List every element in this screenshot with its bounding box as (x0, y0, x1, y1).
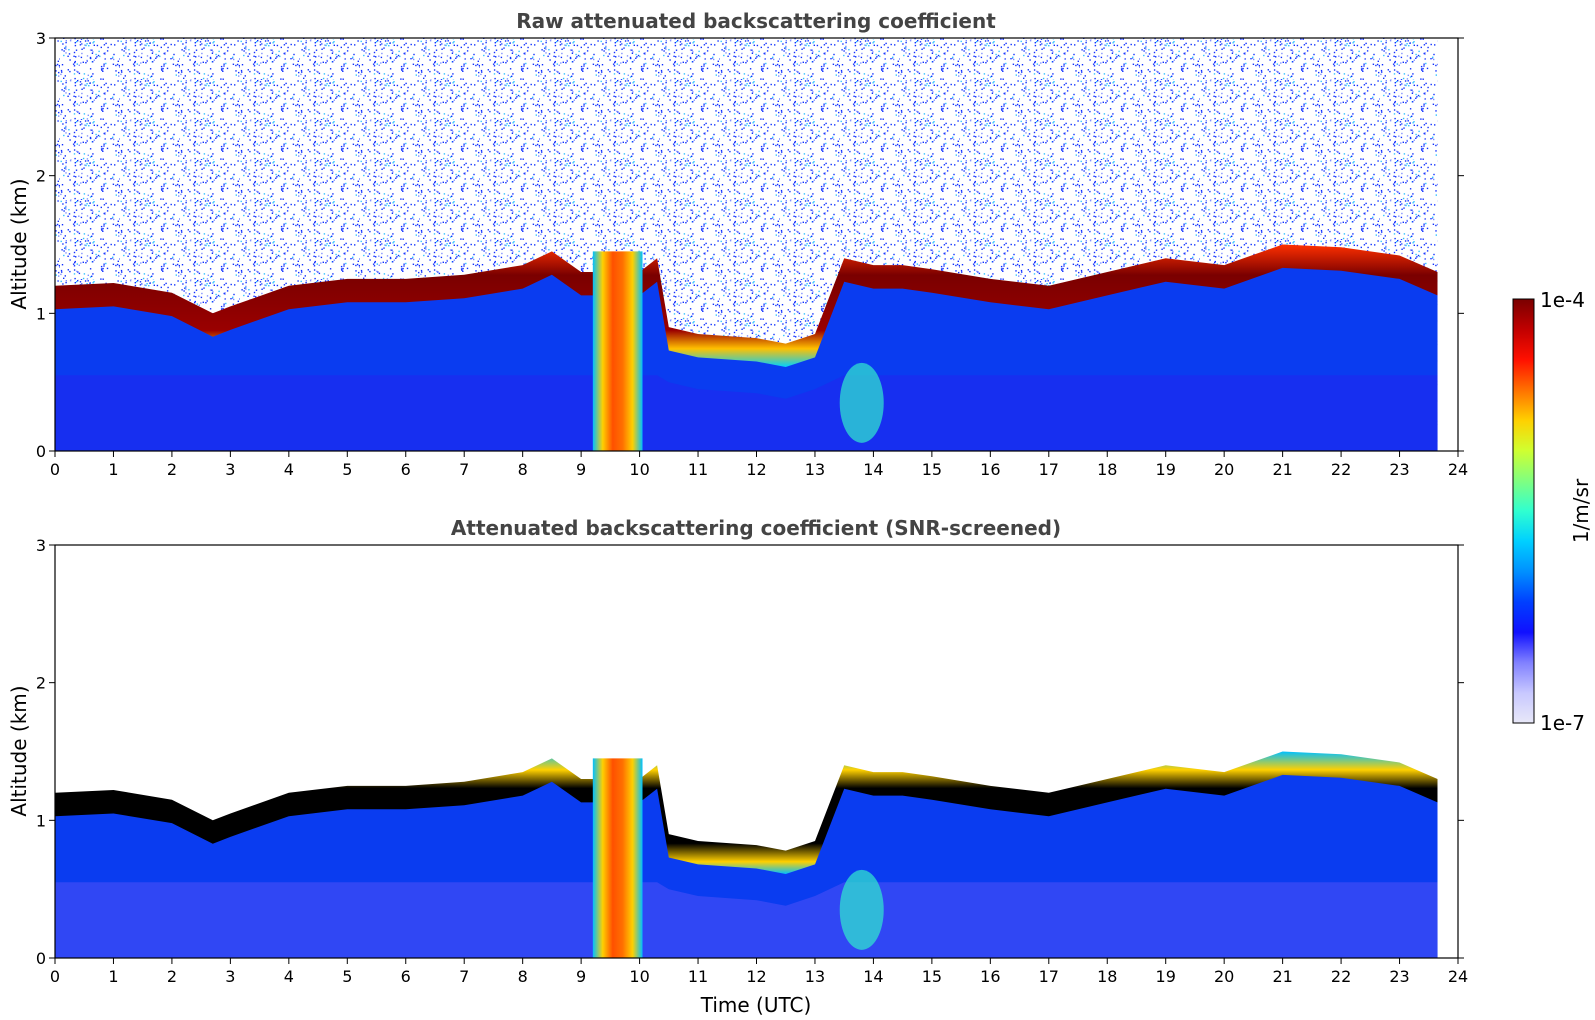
colorbar-max-label: 1e-4 (1540, 288, 1585, 312)
x-tick-label: 17 (1039, 460, 1059, 479)
x-tick-label: 3 (225, 460, 235, 479)
x-tick-label: 6 (401, 967, 411, 986)
colorbar: 1e-4 1e-7 1/m/sr (1512, 288, 1593, 735)
x-tick-label: 14 (863, 967, 883, 986)
x-tick-label: 1 (108, 460, 118, 479)
screened-heatmap (55, 751, 1438, 958)
screened-panel-title: Attenuated backscattering coefficient (S… (451, 516, 1061, 540)
lower-aerosol (55, 882, 1438, 958)
x-tick-label: 6 (401, 460, 411, 479)
cloud-layer (55, 244, 1438, 367)
raw-y-axis-label: Altitude (km) (7, 178, 31, 309)
x-tick-label: 13 (805, 967, 825, 986)
x-tick-label: 17 (1039, 967, 1059, 986)
colorbar-unit-label: 1/m/sr (1569, 478, 1593, 543)
x-tick-label: 10 (629, 967, 649, 986)
x-tick-label: 19 (1156, 460, 1176, 479)
aerosol-plume (839, 869, 884, 950)
x-tick-label: 22 (1331, 460, 1351, 479)
x-tick-label: 20 (1214, 967, 1234, 986)
x-tick-label: 7 (459, 967, 469, 986)
x-tick-label: 16 (980, 967, 1000, 986)
raw-panel: Raw attenuated backscattering coefficien… (7, 9, 1468, 479)
screened-panel: Attenuated backscattering coefficient (S… (7, 516, 1468, 1017)
x-tick-label: 24 (1448, 967, 1468, 986)
aerosol-plume (839, 362, 884, 443)
y-tick-label: 1 (36, 811, 46, 830)
x-tick-label: 8 (518, 967, 528, 986)
x-tick-label: 21 (1272, 967, 1292, 986)
y-tick-label: 2 (36, 674, 46, 693)
x-tick-label: 2 (167, 460, 177, 479)
x-tick-label: 10 (629, 460, 649, 479)
colorbar-min-label: 1e-7 (1540, 711, 1585, 735)
x-tick-label: 9 (576, 967, 586, 986)
x-tick-label: 1 (108, 967, 118, 986)
x-tick-label: 11 (688, 460, 708, 479)
x-tick-label: 2 (167, 967, 177, 986)
y-tick-label: 1 (36, 304, 46, 323)
x-tick-label: 14 (863, 460, 883, 479)
x-tick-label: 20 (1214, 460, 1234, 479)
x-tick-label: 0 (50, 460, 60, 479)
x-tick-label: 18 (1097, 460, 1117, 479)
x-tick-label: 15 (922, 967, 942, 986)
x-tick-label: 0 (50, 967, 60, 986)
y-tick-label: 3 (36, 536, 46, 555)
y-tick-label: 0 (36, 442, 46, 461)
x-tick-label: 3 (225, 967, 235, 986)
precipitation-plume (592, 758, 643, 958)
y-tick-label: 3 (36, 29, 46, 48)
x-tick-label: 7 (459, 460, 469, 479)
colorbar-bar (1512, 298, 1535, 724)
x-tick-label: 11 (688, 967, 708, 986)
x-tick-label: 5 (342, 967, 352, 986)
x-tick-label: 12 (746, 967, 766, 986)
raw-y-axis: 0 1 2 3 (36, 29, 1464, 461)
x-tick-label: 18 (1097, 967, 1117, 986)
x-tick-label: 8 (518, 460, 528, 479)
x-tick-label: 23 (1389, 967, 1409, 986)
screened-x-axis: 0 1 2 3 4 5 6 7 8 9 10 11 12 13 14 15 16 17 18 19 20 21 22 23 24 (50, 958, 1468, 986)
x-tick-label: 16 (980, 460, 1000, 479)
screened-y-axis-label: Altitude (km) (7, 685, 31, 816)
lower-aerosol (55, 375, 1438, 451)
x-tick-label: 19 (1156, 967, 1176, 986)
x-tick-label: 4 (284, 460, 294, 479)
x-tick-label: 22 (1331, 967, 1351, 986)
y-tick-label: 0 (36, 949, 46, 968)
x-tick-label: 21 (1272, 460, 1292, 479)
precipitation-plume (592, 251, 643, 451)
x-tick-label: 24 (1448, 460, 1468, 479)
y-tick-label: 2 (36, 167, 46, 186)
raw-x-axis: 0 1 2 3 4 5 6 7 8 9 10 11 12 13 14 15 16 17 18 19 20 21 22 23 24 (50, 451, 1468, 479)
x-axis-label: Time (UTC) (700, 993, 812, 1017)
x-tick-label: 12 (746, 460, 766, 479)
screened-y-axis: 0 1 2 3 (36, 536, 1464, 968)
x-tick-label: 13 (805, 460, 825, 479)
cloud-layer (55, 751, 1438, 874)
x-tick-label: 9 (576, 460, 586, 479)
x-tick-label: 23 (1389, 460, 1409, 479)
x-tick-label: 5 (342, 460, 352, 479)
raw-heatmap (55, 244, 1438, 451)
raw-panel-title: Raw attenuated backscattering coefficien… (516, 9, 996, 33)
x-tick-label: 15 (922, 460, 942, 479)
x-tick-label: 4 (284, 967, 294, 986)
